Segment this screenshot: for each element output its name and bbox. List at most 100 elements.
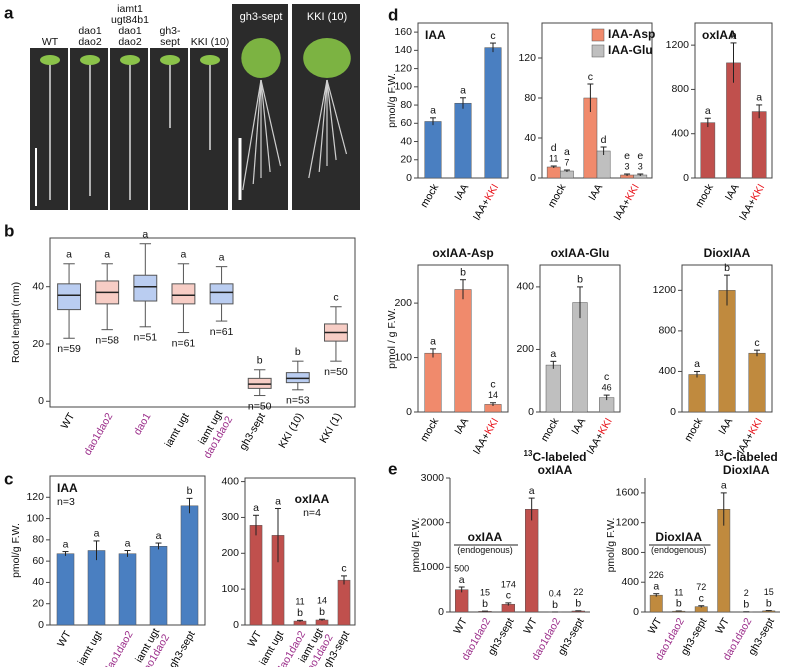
significance-letter: c [604, 371, 609, 383]
value-label: 2 [744, 588, 749, 598]
significance-letter: c [588, 71, 593, 83]
bar [751, 111, 767, 179]
bar [337, 579, 351, 626]
y-tick-label: 100 [394, 351, 412, 363]
significance-letter: b [575, 598, 581, 610]
n-label: n=53 [286, 395, 310, 407]
y-tick-label: 80 [32, 534, 44, 546]
y-tick-label: 400 [671, 127, 689, 139]
bar [118, 553, 137, 626]
group-title: (endogenous) [651, 545, 707, 555]
cotyledons [160, 55, 180, 65]
y-axis-label: Root length (mm) [10, 282, 22, 363]
chart-title: IAA [425, 28, 446, 42]
value-label: 500 [454, 563, 469, 573]
photo-label: dao2 [78, 36, 102, 48]
y-tick-label: 1200 [666, 39, 690, 51]
value-label: 22 [573, 587, 583, 597]
chart-title: DioxIAA [704, 246, 751, 260]
photo-label: ugt84b1 [111, 14, 149, 26]
y-tick-label: 60 [400, 117, 412, 129]
chart-title: IAA [57, 481, 78, 495]
group-title-part: oxIAA [468, 530, 503, 544]
y-tick-label: 3000 [421, 472, 445, 484]
value-label: 3 [638, 161, 643, 171]
y-tick-label: 40 [32, 576, 44, 588]
bar [149, 545, 168, 626]
y-tick-label: 40 [524, 132, 536, 144]
y-tick-label: 100 [394, 81, 412, 93]
y-tick-label: 0 [683, 172, 689, 184]
photo [70, 48, 108, 210]
y-tick-label: 140 [394, 44, 412, 56]
cotyledons [40, 55, 60, 65]
value-label: 11 [549, 153, 558, 163]
bar [572, 302, 588, 413]
significance-letter: c [490, 379, 495, 391]
root [318, 79, 328, 173]
group-title-part: (endogenous) [651, 545, 707, 555]
value-label: 14 [488, 390, 498, 400]
chart-subtitle: n=4 [303, 507, 321, 519]
y-tick-label: 0 [406, 172, 412, 184]
y-tick-label: 0 [438, 606, 444, 618]
y-tick-label: 0 [38, 395, 44, 407]
photo-label: sept [160, 36, 180, 48]
plot-frame [49, 237, 356, 408]
group-title: oxIAA [538, 463, 573, 477]
root [252, 79, 262, 185]
significance-letter: b [552, 599, 558, 611]
significance-letter: b [676, 598, 682, 610]
significance-letter: a [66, 249, 72, 261]
significance-letter: b [482, 598, 488, 610]
significance-letter: b [766, 597, 772, 609]
y-tick-label: 2000 [421, 516, 445, 528]
bar [455, 589, 469, 613]
value-label: 15 [764, 587, 774, 597]
legend-label: IAA-Glu [608, 43, 653, 57]
n-label: n=61 [210, 326, 234, 338]
panel-letter: c [4, 469, 13, 488]
photo [292, 4, 360, 210]
root [242, 79, 262, 191]
chart-subtitle: n=3 [57, 496, 75, 508]
photo-label: gh3-sept [240, 11, 283, 23]
bar [424, 121, 442, 179]
y-tick-label: 400 [221, 475, 239, 487]
significance-letter: b [731, 30, 737, 42]
y-tick-label: 60 [32, 555, 44, 567]
significance-letter: b [295, 346, 301, 358]
chart-title: oxIAA [295, 492, 330, 506]
y-tick-label: 400 [516, 281, 534, 293]
box [133, 274, 158, 302]
value-label: 174 [501, 579, 516, 589]
chart-title: oxIAA-Asp [432, 246, 493, 260]
significance-letter: b [743, 599, 749, 611]
significance-letter: a [694, 358, 700, 370]
significance-letter: a [529, 485, 535, 497]
superscript: 13 [524, 449, 533, 458]
leaves [241, 38, 281, 78]
y-tick-label: 120 [26, 491, 44, 503]
y-axis-label: pmol/g F.W. [605, 518, 617, 573]
bar [718, 290, 736, 413]
y-tick-label: 400 [621, 576, 639, 588]
y-tick-label: 1200 [653, 284, 677, 296]
bar [87, 550, 106, 626]
y-axis-label: pmol/g F.W. [386, 73, 398, 128]
bar [424, 352, 442, 413]
significance-letter: c [333, 292, 338, 304]
superscript: 13 [715, 449, 724, 458]
n-label: n=50 [248, 400, 272, 412]
value-label: 11 [674, 587, 683, 597]
significance-letter: c [341, 563, 346, 575]
cotyledons [200, 55, 220, 65]
significance-letter: a [430, 105, 436, 117]
significance-letter: a [219, 251, 225, 263]
legend-swatch [591, 44, 605, 58]
group-title-part: C-labeled [724, 450, 778, 464]
group-title-part: (endogenous) [457, 545, 513, 555]
significance-letter: b [724, 262, 730, 274]
bar [545, 364, 561, 413]
bar [180, 505, 199, 626]
